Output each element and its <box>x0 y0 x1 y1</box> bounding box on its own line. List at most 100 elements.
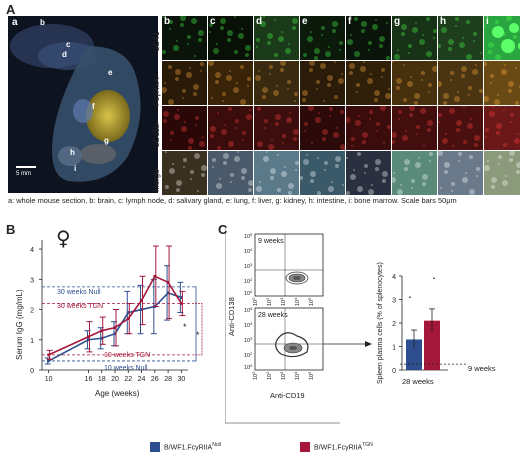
column-letter-d: d <box>256 16 263 27</box>
serum-igg-line-chart: Serum IgG (mg/mL) Age (weeks) 30 weeks N… <box>15 240 203 398</box>
data-point <box>153 274 157 278</box>
tile-cd41-f: f <box>346 16 391 60</box>
tile-texture <box>349 61 391 102</box>
tile-texture <box>256 16 298 57</box>
overview-letter-a: a <box>12 17 18 28</box>
tile-fcriia-f <box>346 61 391 105</box>
data-point <box>179 301 183 305</box>
flow-top-label: 9 weeks <box>258 238 284 245</box>
whole-mouse-section-image <box>10 24 141 182</box>
row-label-cd41: CD41 <box>152 31 161 52</box>
tile-texture <box>438 151 480 195</box>
tile-cd11b-e <box>300 106 345 150</box>
tile-cd41-e: e <box>300 16 345 60</box>
y-tick-label: 0 <box>30 368 34 375</box>
svg-text:103: 103 <box>279 371 287 380</box>
y-tick-label: 2 <box>30 308 34 315</box>
data-point <box>113 326 117 330</box>
tile-texture <box>392 152 433 195</box>
panel-label-b: B <box>6 222 16 237</box>
data-point <box>126 317 130 321</box>
svg-text:103: 103 <box>244 262 253 270</box>
tile-texture <box>438 17 482 60</box>
y-tick-label: 3 <box>30 277 34 284</box>
tile-texture <box>304 106 345 150</box>
svg-text:100: 100 <box>244 289 253 297</box>
bar-y-tick-label: 3 <box>392 298 396 305</box>
tile-merge-b <box>162 151 207 195</box>
tile-cd11b-i <box>484 106 520 150</box>
tile-merge-g <box>392 151 437 195</box>
legend-label-tgn: B/WF1.FcγRIIATGN <box>314 442 373 452</box>
data-point <box>140 298 144 302</box>
tile-cd41-d: d <box>254 16 299 60</box>
bar-1 <box>424 320 440 370</box>
tile-cd11b-d <box>254 106 299 150</box>
legend-sup-tgn: TGN <box>362 442 373 448</box>
tile-fcriia-i <box>484 61 520 105</box>
flow-xlabel: Anti-CD19 <box>270 391 305 400</box>
y-tick-label: 4 <box>30 247 34 254</box>
annotation-tgn10: 10 weeks TGN <box>104 352 150 359</box>
tile-merge-e <box>300 151 345 195</box>
column-letter-i: i <box>486 16 489 27</box>
tile-fcriia-e <box>300 61 345 105</box>
tile-merge-h <box>438 151 483 195</box>
x-tick-label: 24 <box>138 376 146 383</box>
svg-text:100: 100 <box>251 297 259 306</box>
row-label-merge: Merge <box>152 169 161 192</box>
flow-contour-bottom <box>275 332 309 358</box>
tile-texture <box>484 62 520 105</box>
overview-letter-e: e <box>108 68 113 77</box>
x-tick-label: 16 <box>85 376 93 383</box>
x-tick-label: 26 <box>151 376 159 383</box>
tile-cd11b-h <box>438 106 483 150</box>
tile-texture <box>484 16 520 60</box>
svg-text:105: 105 <box>244 306 253 314</box>
line-chart-xlabel: Age (weeks) <box>95 389 140 398</box>
tile-texture <box>484 151 520 189</box>
svg-text:102: 102 <box>265 297 273 306</box>
tile-texture <box>303 19 343 60</box>
svg-text:104: 104 <box>293 371 301 380</box>
x-tick-label: 18 <box>98 376 106 383</box>
legend: B/WF1.FcγRIIANull B/WF1.FcγRIIATGN <box>150 441 520 455</box>
annotation-null30: 30 weeks Null <box>57 289 101 296</box>
tile-texture <box>438 106 480 147</box>
whole-mouse-section: a b c d e f g h i 5 mm <box>8 16 158 193</box>
panel-label-c: C <box>218 222 228 237</box>
tile-texture <box>210 107 252 150</box>
flow-cytometry-plots: 9 weeks 28 weeks 105 104 103 102 100 105… <box>225 228 372 424</box>
tile-texture <box>212 151 253 192</box>
tile-texture <box>162 62 204 105</box>
tile-fcriia-b <box>162 61 207 105</box>
tile-cd11b-b <box>162 106 207 150</box>
bar-y-tick-label: 4 <box>392 274 396 281</box>
tile-merge-i <box>484 151 520 195</box>
x-tick-label: 10 <box>45 376 53 383</box>
overview-letter-c: c <box>66 40 71 49</box>
tile-texture <box>209 16 251 57</box>
overview-letter-g: g <box>104 136 109 145</box>
data-point <box>86 335 90 339</box>
overview-letter-d: d <box>62 50 67 59</box>
column-letter-c: c <box>210 16 216 27</box>
legend-sup-null: Null <box>212 442 221 448</box>
tile-cd11b-g <box>392 106 437 150</box>
bar-y-tick-label: 2 <box>392 321 396 328</box>
tile-cd41-i: i <box>484 16 520 60</box>
figure-caption: a: whole mouse section, b: brain, c: lym… <box>8 196 457 205</box>
tile-texture <box>485 106 520 147</box>
tile-texture <box>438 64 483 105</box>
svg-text:105: 105 <box>307 297 315 306</box>
bracket-null <box>192 286 197 362</box>
svg-text:102: 102 <box>244 277 253 285</box>
data-point <box>100 329 104 333</box>
svg-text:103: 103 <box>244 336 253 344</box>
svg-text:104: 104 <box>293 297 301 306</box>
bracket-tgn <box>192 303 203 356</box>
column-letter-e: e <box>302 16 308 27</box>
tile-texture <box>346 152 388 195</box>
significance-star-1: * <box>183 322 187 332</box>
annotation-null10: 10 weeks Null <box>104 365 148 372</box>
